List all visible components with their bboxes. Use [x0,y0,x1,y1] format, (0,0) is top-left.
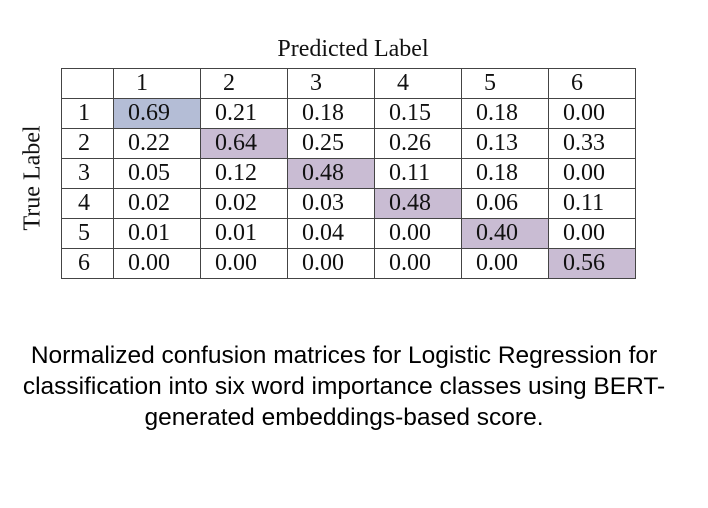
row-label-1: 1 [61,98,114,129]
cell-r5-c4: 0.00 [374,218,462,249]
corner-cell [61,68,114,99]
cell-r1-c3: 0.18 [287,98,375,129]
cell-r4-c1: 0.02 [113,188,201,219]
table-row: 3 0.05 0.12 0.48 0.11 0.18 0.00 [61,158,636,189]
cell-r6-c4: 0.00 [374,248,462,279]
cell-r3-c6: 0.00 [548,158,636,189]
cell-r2-c3: 0.25 [287,128,375,159]
row-label-4: 4 [61,188,114,219]
cell-r2-c5: 0.13 [461,128,549,159]
col-label-3: 3 [287,68,375,99]
confusion-matrix-table: 1 2 3 4 5 6 1 0.69 0.21 0.18 0.15 0.18 0.00 2 0.22 0.64… [61,68,636,279]
cell-r1-c1: 0.69 [113,98,201,129]
figure-caption: Normalized confusion matrices for Logist… [22,342,666,431]
cell-r5-c2: 0.01 [200,218,288,249]
cell-r6-c6: 0.56 [548,248,636,279]
cell-r2-c1: 0.22 [113,128,201,159]
table-row: 2 0.22 0.64 0.25 0.26 0.13 0.33 [61,128,636,159]
cell-r4-c5: 0.06 [461,188,549,219]
cell-r1-c2: 0.21 [200,98,288,129]
cell-r6-c2: 0.00 [200,248,288,279]
cell-r3-c1: 0.05 [113,158,201,189]
cell-r4-c6: 0.11 [548,188,636,219]
row-label-2: 2 [61,128,114,159]
row-label-3: 3 [61,158,114,189]
col-label-1: 1 [113,68,201,99]
table-row: 6 0.00 0.00 0.00 0.00 0.00 0.56 [61,248,636,279]
cell-r4-c3: 0.03 [287,188,375,219]
cell-r5-c3: 0.04 [287,218,375,249]
cell-r6-c1: 0.00 [113,248,201,279]
cell-r5-c5: 0.40 [461,218,549,249]
cell-r2-c6: 0.33 [548,128,636,159]
cell-r3-c3: 0.48 [287,158,375,189]
cell-r6-c5: 0.00 [461,248,549,279]
cell-r1-c6: 0.00 [548,98,636,129]
table-row: 1 0.69 0.21 0.18 0.15 0.18 0.00 [61,98,636,129]
cell-r2-c4: 0.26 [374,128,462,159]
cell-r3-c4: 0.11 [374,158,462,189]
cell-r3-c2: 0.12 [200,158,288,189]
cell-r1-c5: 0.18 [461,98,549,129]
cell-r4-c4: 0.48 [374,188,462,219]
cell-r1-c4: 0.15 [374,98,462,129]
row-label-5: 5 [61,218,114,249]
col-label-5: 5 [461,68,549,99]
cell-r5-c6: 0.00 [548,218,636,249]
col-label-6: 6 [548,68,636,99]
cell-r2-c2: 0.64 [200,128,288,159]
cell-r5-c1: 0.01 [113,218,201,249]
table-row: 4 0.02 0.02 0.03 0.48 0.06 0.11 [61,188,636,219]
cell-r3-c5: 0.18 [461,158,549,189]
col-label-4: 4 [374,68,462,99]
table-row: 5 0.01 0.01 0.04 0.00 0.40 0.00 [61,218,636,249]
col-label-2: 2 [200,68,288,99]
row-axis-title: True Label [19,125,46,231]
cell-r4-c2: 0.02 [200,188,288,219]
column-axis-title: Predicted Label [277,36,429,62]
row-label-6: 6 [61,248,114,279]
cell-r6-c3: 0.00 [287,248,375,279]
